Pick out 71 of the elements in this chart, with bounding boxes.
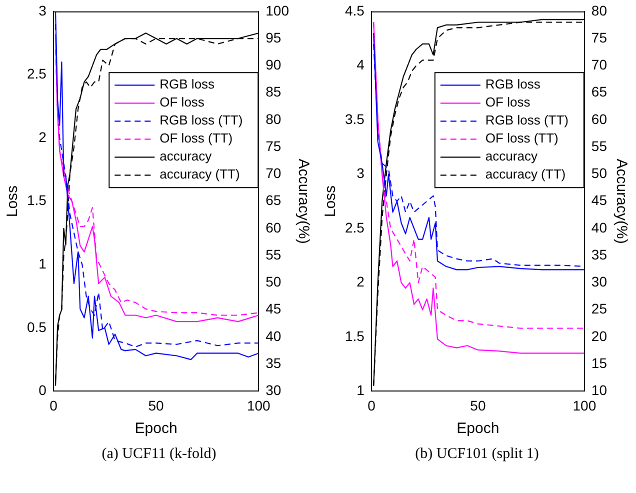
legend-label: OF loss xyxy=(485,94,531,110)
y-tick-label: 1 xyxy=(38,255,47,272)
x-axis-title: Epoch xyxy=(456,420,500,438)
x-tick-label: 50 xyxy=(148,397,164,414)
legend-label: RGB loss (TT) xyxy=(485,112,568,128)
y-tick-label: 1.5 xyxy=(344,328,365,344)
text: (b) UCF101 (split 1) xyxy=(415,446,539,463)
y2-tick-label: 35 xyxy=(266,354,282,371)
y2-tick-label: 75 xyxy=(591,29,608,46)
x-tick-label: 100 xyxy=(246,397,271,414)
legend-label: accuracy (TT) xyxy=(160,166,240,182)
y-tick-label: 1 xyxy=(356,382,365,398)
y2-tick-label: 80 xyxy=(591,2,608,18)
x-tick-label: 0 xyxy=(368,397,376,414)
y2-tick-label: 95 xyxy=(266,29,282,46)
x-tick-label: 100 xyxy=(572,397,596,414)
y2-tick-label: 20 xyxy=(591,328,608,344)
x-tick-label: 50 xyxy=(470,397,486,414)
y2-tick-label: 60 xyxy=(266,219,282,236)
y-tick-label: 3 xyxy=(38,2,47,18)
y2-tick-label: 40 xyxy=(266,328,282,344)
y2-axis-title: Accuracy(%) xyxy=(612,158,630,244)
y2-tick-label: 60 xyxy=(591,110,608,127)
y-tick-label: 0.5 xyxy=(26,318,47,335)
y2-tick-label: 65 xyxy=(591,84,608,100)
legend-label: RGB loss xyxy=(160,76,216,92)
legend-label: RGB loss xyxy=(485,76,541,92)
y2-tick-label: 85 xyxy=(266,84,282,100)
y2-tick-label: 25 xyxy=(591,300,608,317)
legend-label: OF loss (TT) xyxy=(485,130,558,146)
y-tick-label: 3 xyxy=(356,165,365,182)
y2-tick-label: 55 xyxy=(266,246,282,262)
y2-tick-label: 50 xyxy=(591,165,608,182)
y2-tick-label: 70 xyxy=(591,56,608,73)
y-tick-label: 2 xyxy=(38,128,47,145)
y-tick-label: 4 xyxy=(356,56,365,73)
y2-tick-label: 100 xyxy=(266,2,290,18)
y2-tick-label: 80 xyxy=(266,110,282,127)
x-tick-label: 0 xyxy=(50,397,58,414)
y2-tick-label: 40 xyxy=(591,219,608,236)
y2-tick-label: 45 xyxy=(266,300,282,317)
y2-tick-label: 75 xyxy=(266,138,282,154)
y-tick-label: 2.5 xyxy=(26,66,47,82)
y-tick-label: 0 xyxy=(38,382,47,398)
y2-tick-label: 90 xyxy=(266,56,282,73)
y2-tick-label: 45 xyxy=(591,192,608,208)
y2-tick-label: 30 xyxy=(266,382,282,398)
legend-label: RGB loss (TT) xyxy=(160,112,243,128)
y2-tick-label: 65 xyxy=(266,192,282,208)
legend-label: OF loss xyxy=(160,94,205,110)
y2-tick-label: 55 xyxy=(591,138,608,154)
y2-tick-label: 35 xyxy=(591,246,608,262)
y-tick-label: 3.5 xyxy=(344,110,365,127)
legend-label: accuracy xyxy=(485,148,538,164)
y-axis-title: Loss xyxy=(322,185,340,218)
text: (a) UCF11 (k-fold) xyxy=(102,446,216,463)
y2-tick-label: 50 xyxy=(266,274,282,290)
y-tick-label: 1.5 xyxy=(26,192,47,208)
y-tick-label: 2.5 xyxy=(344,219,365,236)
y2-axis-title: Accuracy(%) xyxy=(294,158,312,244)
y-axis-title: Loss xyxy=(4,185,22,218)
y2-tick-label: 10 xyxy=(591,382,608,398)
legend-label: accuracy (TT) xyxy=(485,166,566,182)
y-tick-label: 2 xyxy=(356,274,365,290)
legend-label: accuracy xyxy=(160,148,212,164)
y2-tick-label: 30 xyxy=(591,274,608,290)
y-tick-label: 4.5 xyxy=(344,2,365,18)
y2-tick-label: 15 xyxy=(591,354,608,371)
x-axis-title: Epoch xyxy=(134,420,178,438)
legend-label: OF loss (TT) xyxy=(160,130,233,146)
y2-tick-label: 70 xyxy=(266,165,282,182)
